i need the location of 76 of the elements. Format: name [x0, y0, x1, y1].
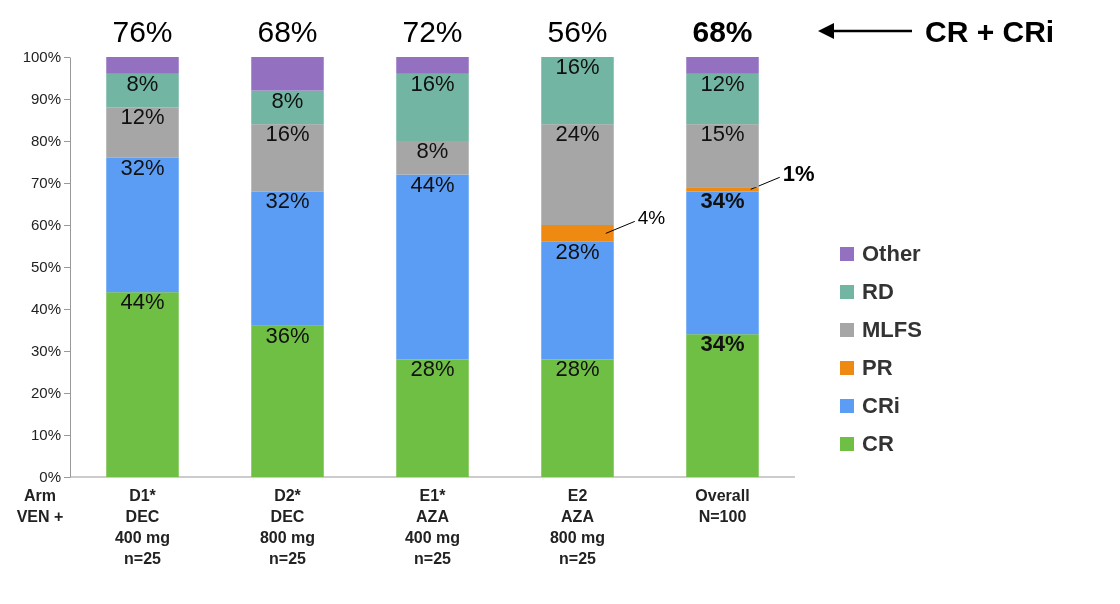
bar	[396, 73, 469, 141]
x-tick-label: D2* DEC 800 mg n=25	[259, 487, 316, 567]
x-tick-label: E2 AZA 800 mg n=25	[549, 487, 606, 567]
text: 68%	[257, 15, 318, 48]
bar	[106, 157, 179, 293]
bar	[251, 325, 324, 477]
data-label: 34%	[700, 331, 745, 357]
bar	[541, 241, 614, 360]
y-tick-label: 0%	[39, 468, 61, 486]
data-label: 28%	[555, 356, 600, 382]
data-label: 16%	[555, 54, 600, 79]
bar	[396, 359, 469, 477]
bar	[686, 334, 759, 477]
text: 68%	[692, 15, 753, 48]
y-tick-label: 30%	[30, 342, 61, 360]
bar	[396, 141, 469, 175]
bar	[106, 292, 179, 477]
bar	[106, 107, 179, 158]
data-label: 34%	[700, 188, 745, 214]
text: 56%	[547, 15, 608, 48]
legend-label: CR	[862, 430, 894, 456]
y-tick-label: 60%	[30, 216, 61, 234]
data-label: 44%	[120, 289, 165, 315]
y-tick-label: 40%	[30, 300, 61, 318]
data-label: 36%	[265, 322, 310, 348]
data-label: 28%	[555, 238, 600, 264]
y-tick-label: 100%	[22, 48, 61, 66]
legend-label: CRi	[862, 392, 900, 418]
data-label: 8%	[416, 138, 449, 163]
data-label: 8%	[271, 87, 304, 113]
data-label: 12%	[700, 70, 745, 96]
legend-label: RD	[862, 278, 894, 304]
data-label: 16%	[410, 70, 455, 96]
bar	[251, 57, 324, 91]
data-label: 12%	[120, 104, 165, 130]
data-label: 32%	[120, 154, 165, 180]
y-tick-label: 90%	[30, 90, 61, 108]
bar	[541, 124, 614, 225]
bar	[541, 225, 614, 242]
bar	[686, 187, 759, 192]
legend-label: PR	[862, 354, 893, 380]
x-tick-label: D1* DEC 400 mg n=25	[114, 487, 171, 567]
y-tick-label: 20%	[30, 384, 61, 402]
bar	[686, 73, 759, 125]
y-tick-label: 80%	[30, 132, 61, 150]
bar	[686, 124, 759, 188]
data-label: 1%	[782, 161, 815, 187]
bar	[541, 359, 614, 477]
text: 72%	[402, 15, 463, 48]
data-label: 32%	[265, 188, 310, 214]
bar	[396, 174, 469, 360]
bar	[686, 191, 759, 335]
text: VEN +	[16, 508, 64, 525]
data-label: 8%	[126, 70, 159, 96]
text: CR + CRi	[925, 15, 1055, 48]
y-tick-label: 70%	[30, 174, 61, 192]
text: Arm	[23, 487, 57, 504]
text: 76%	[112, 15, 173, 48]
bar	[106, 57, 179, 74]
bar	[541, 57, 614, 125]
bar	[251, 191, 324, 326]
legend-label: Other	[862, 240, 922, 266]
data-label: 15%	[700, 121, 745, 147]
bar	[686, 57, 759, 74]
data-label: 16%	[265, 121, 310, 147]
data-label: 24%	[555, 121, 600, 147]
y-tick-label: 50%	[30, 258, 61, 276]
data-label: 4%	[637, 207, 666, 229]
bar	[251, 124, 324, 192]
x-tick-label: Overall N=100	[695, 487, 750, 525]
legend-label: MLFS	[862, 316, 922, 342]
data-label: 28%	[410, 356, 455, 382]
y-tick-label: 10%	[30, 426, 61, 444]
data-label: 44%	[410, 171, 455, 197]
x-tick-label: E1* AZA 400 mg n=25	[404, 487, 461, 567]
bar	[396, 57, 469, 74]
